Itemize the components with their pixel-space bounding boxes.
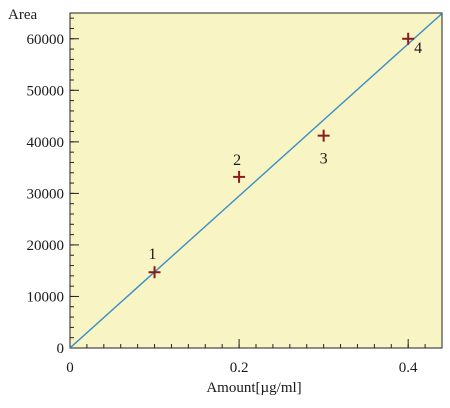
y-tick-label: 20000	[27, 238, 65, 254]
data-point-label: 4	[414, 40, 422, 57]
x-tick-label: 0.4	[399, 360, 418, 376]
y-tick-label: 60000	[27, 32, 65, 48]
y-tick-label: 10000	[27, 289, 65, 305]
x-tick-label: 0.2	[230, 360, 249, 376]
y-tick-label: 0	[57, 341, 65, 357]
x-axis-title: Amount[µg/ml]	[206, 380, 301, 396]
data-point	[233, 170, 246, 183]
data-point	[402, 32, 415, 45]
y-tick-label: 40000	[27, 135, 65, 151]
y-tick-label: 50000	[27, 83, 65, 99]
data-point-label: 2	[233, 152, 241, 169]
data-point-label: 3	[320, 151, 328, 168]
y-tick-label: 30000	[27, 186, 65, 202]
x-tick-label: 0	[66, 360, 74, 376]
data-point-label: 1	[149, 246, 157, 263]
y-axis-title: Area	[8, 7, 37, 23]
data-point	[317, 129, 330, 142]
data-point	[148, 266, 161, 279]
fit-line	[70, 13, 442, 348]
